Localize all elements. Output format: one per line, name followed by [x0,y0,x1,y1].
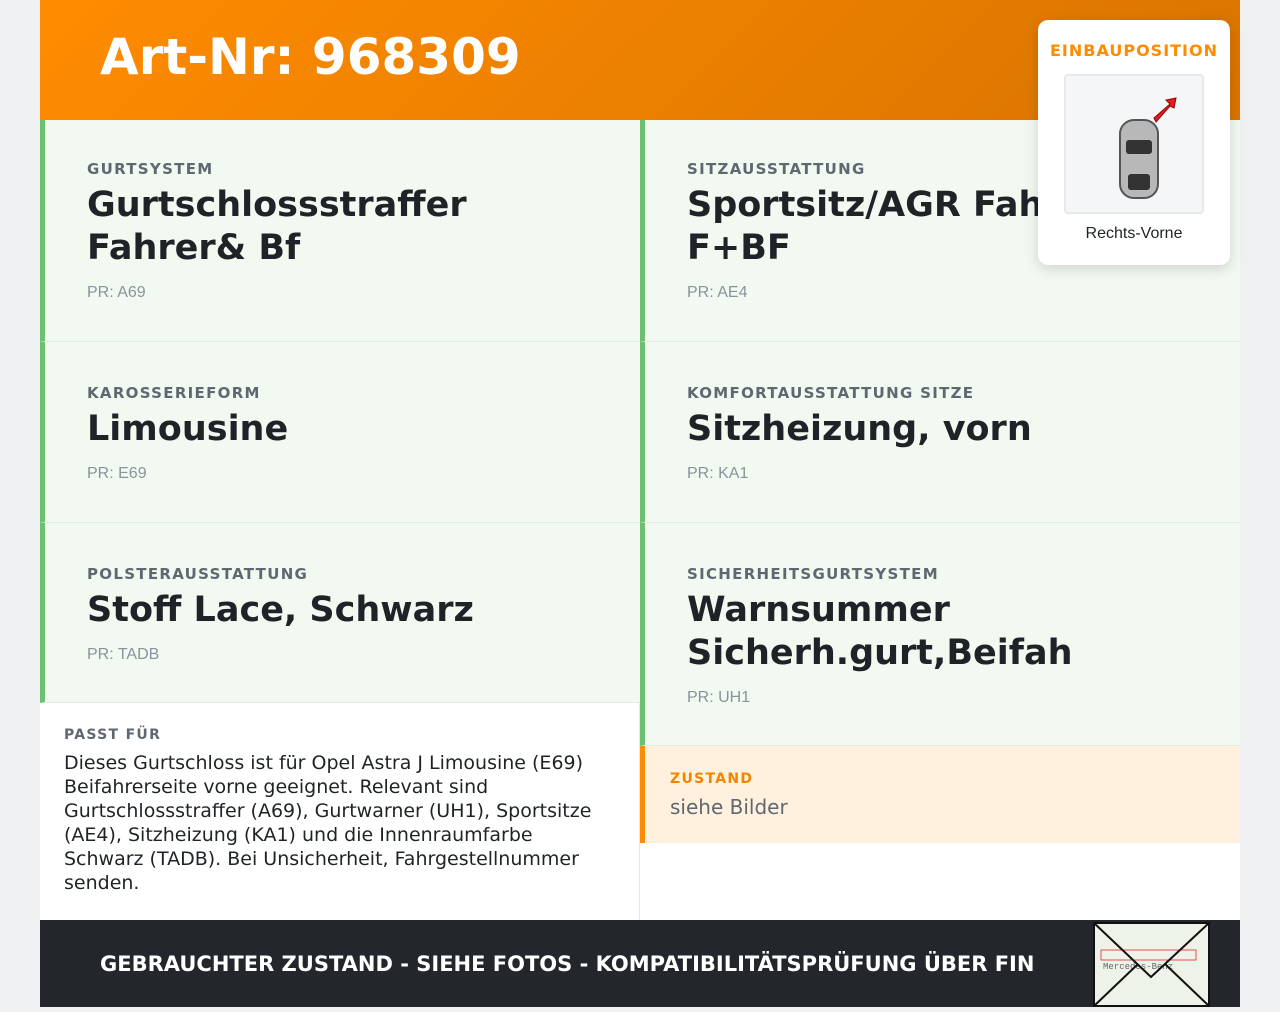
spec-label: SICHERHEITSGURTSYSTEM [687,565,939,583]
spec-label: KOMFORTAUSSTATTUNG SITZE [687,384,975,402]
spec-pr: PR: KA1 [687,465,749,482]
compatibility-section: PASST FÜR Dieses Gurtschloss ist für Ope… [40,703,640,920]
installation-position-card: EINBAUPOSITION Rechts-Vorne [1038,20,1230,265]
spec-pr: PR: AE4 [687,284,748,301]
compatibility-label: PASST FÜR [64,727,162,743]
spec-value: Stoff Lace, Schwarz [87,590,474,630]
compatibility-text: Dieses Gurtschloss ist für Opel Astra J … [64,752,592,894]
footer-text: GEBRAUCHTER ZUSTAND - SIEHE FOTOS - KOMP… [100,952,1035,976]
spec-cell: SICHERHEITSGURTSYSTEM Warnsummer Sicherh… [640,523,1240,746]
spec-cell: KAROSSERIEFORM Limousine PR: E69 [40,342,640,523]
page: Art-Nr: 968309 GURTSYSTEM Gurtschlossstr… [40,0,1240,1007]
spec-value: Limousine [87,409,289,449]
spec-label: POLSTERAUSSTATTUNG [87,565,309,583]
spec-value: Sitzheizung, vorn [687,409,1032,449]
spec-pr: PR: A69 [87,284,146,301]
position-caption: Rechts-Vorne [1085,225,1183,242]
page-title: Art-Nr: 968309 [100,28,521,86]
condition-label: ZUSTAND [670,771,754,787]
spec-value: Warnsummer Sicherh.gurt,Beifah [687,590,1073,673]
spec-pr: PR: TADB [87,646,160,663]
envelope-icon: Mercedes-Benz [1093,922,1210,1007]
spec-pr: PR: E69 [87,465,147,482]
car-position-icon [1064,74,1204,214]
spec-pr: PR: UH1 [687,689,751,706]
spec-cell: POLSTERAUSSTATTUNG Stoff Lace, Schwarz P… [40,523,640,703]
spec-value: Gurtschlossstraffer Fahrer& Bf [87,185,467,268]
envelope-text: Mercedes-Benz [1103,962,1173,972]
spec-value: Sportsitz/AGR Fahrer F+BF [687,185,1102,268]
spec-label: SITZAUSSTATTUNG [687,160,866,178]
condition-section: ZUSTAND siehe Bilder [640,746,1240,843]
spec-label: KAROSSERIEFORM [87,384,261,402]
spec-cell: GURTSYSTEM Gurtschlossstraffer Fahrer& B… [40,120,640,342]
spec-label: GURTSYSTEM [87,160,214,178]
condition-value: siehe Bilder [670,795,788,819]
spec-cell: KOMFORTAUSSTATTUNG SITZE Sitzheizung, vo… [640,342,1240,523]
footer-banner: GEBRAUCHTER ZUSTAND - SIEHE FOTOS - KOMP… [40,920,1240,1007]
position-label: EINBAUPOSITION [1049,41,1218,60]
